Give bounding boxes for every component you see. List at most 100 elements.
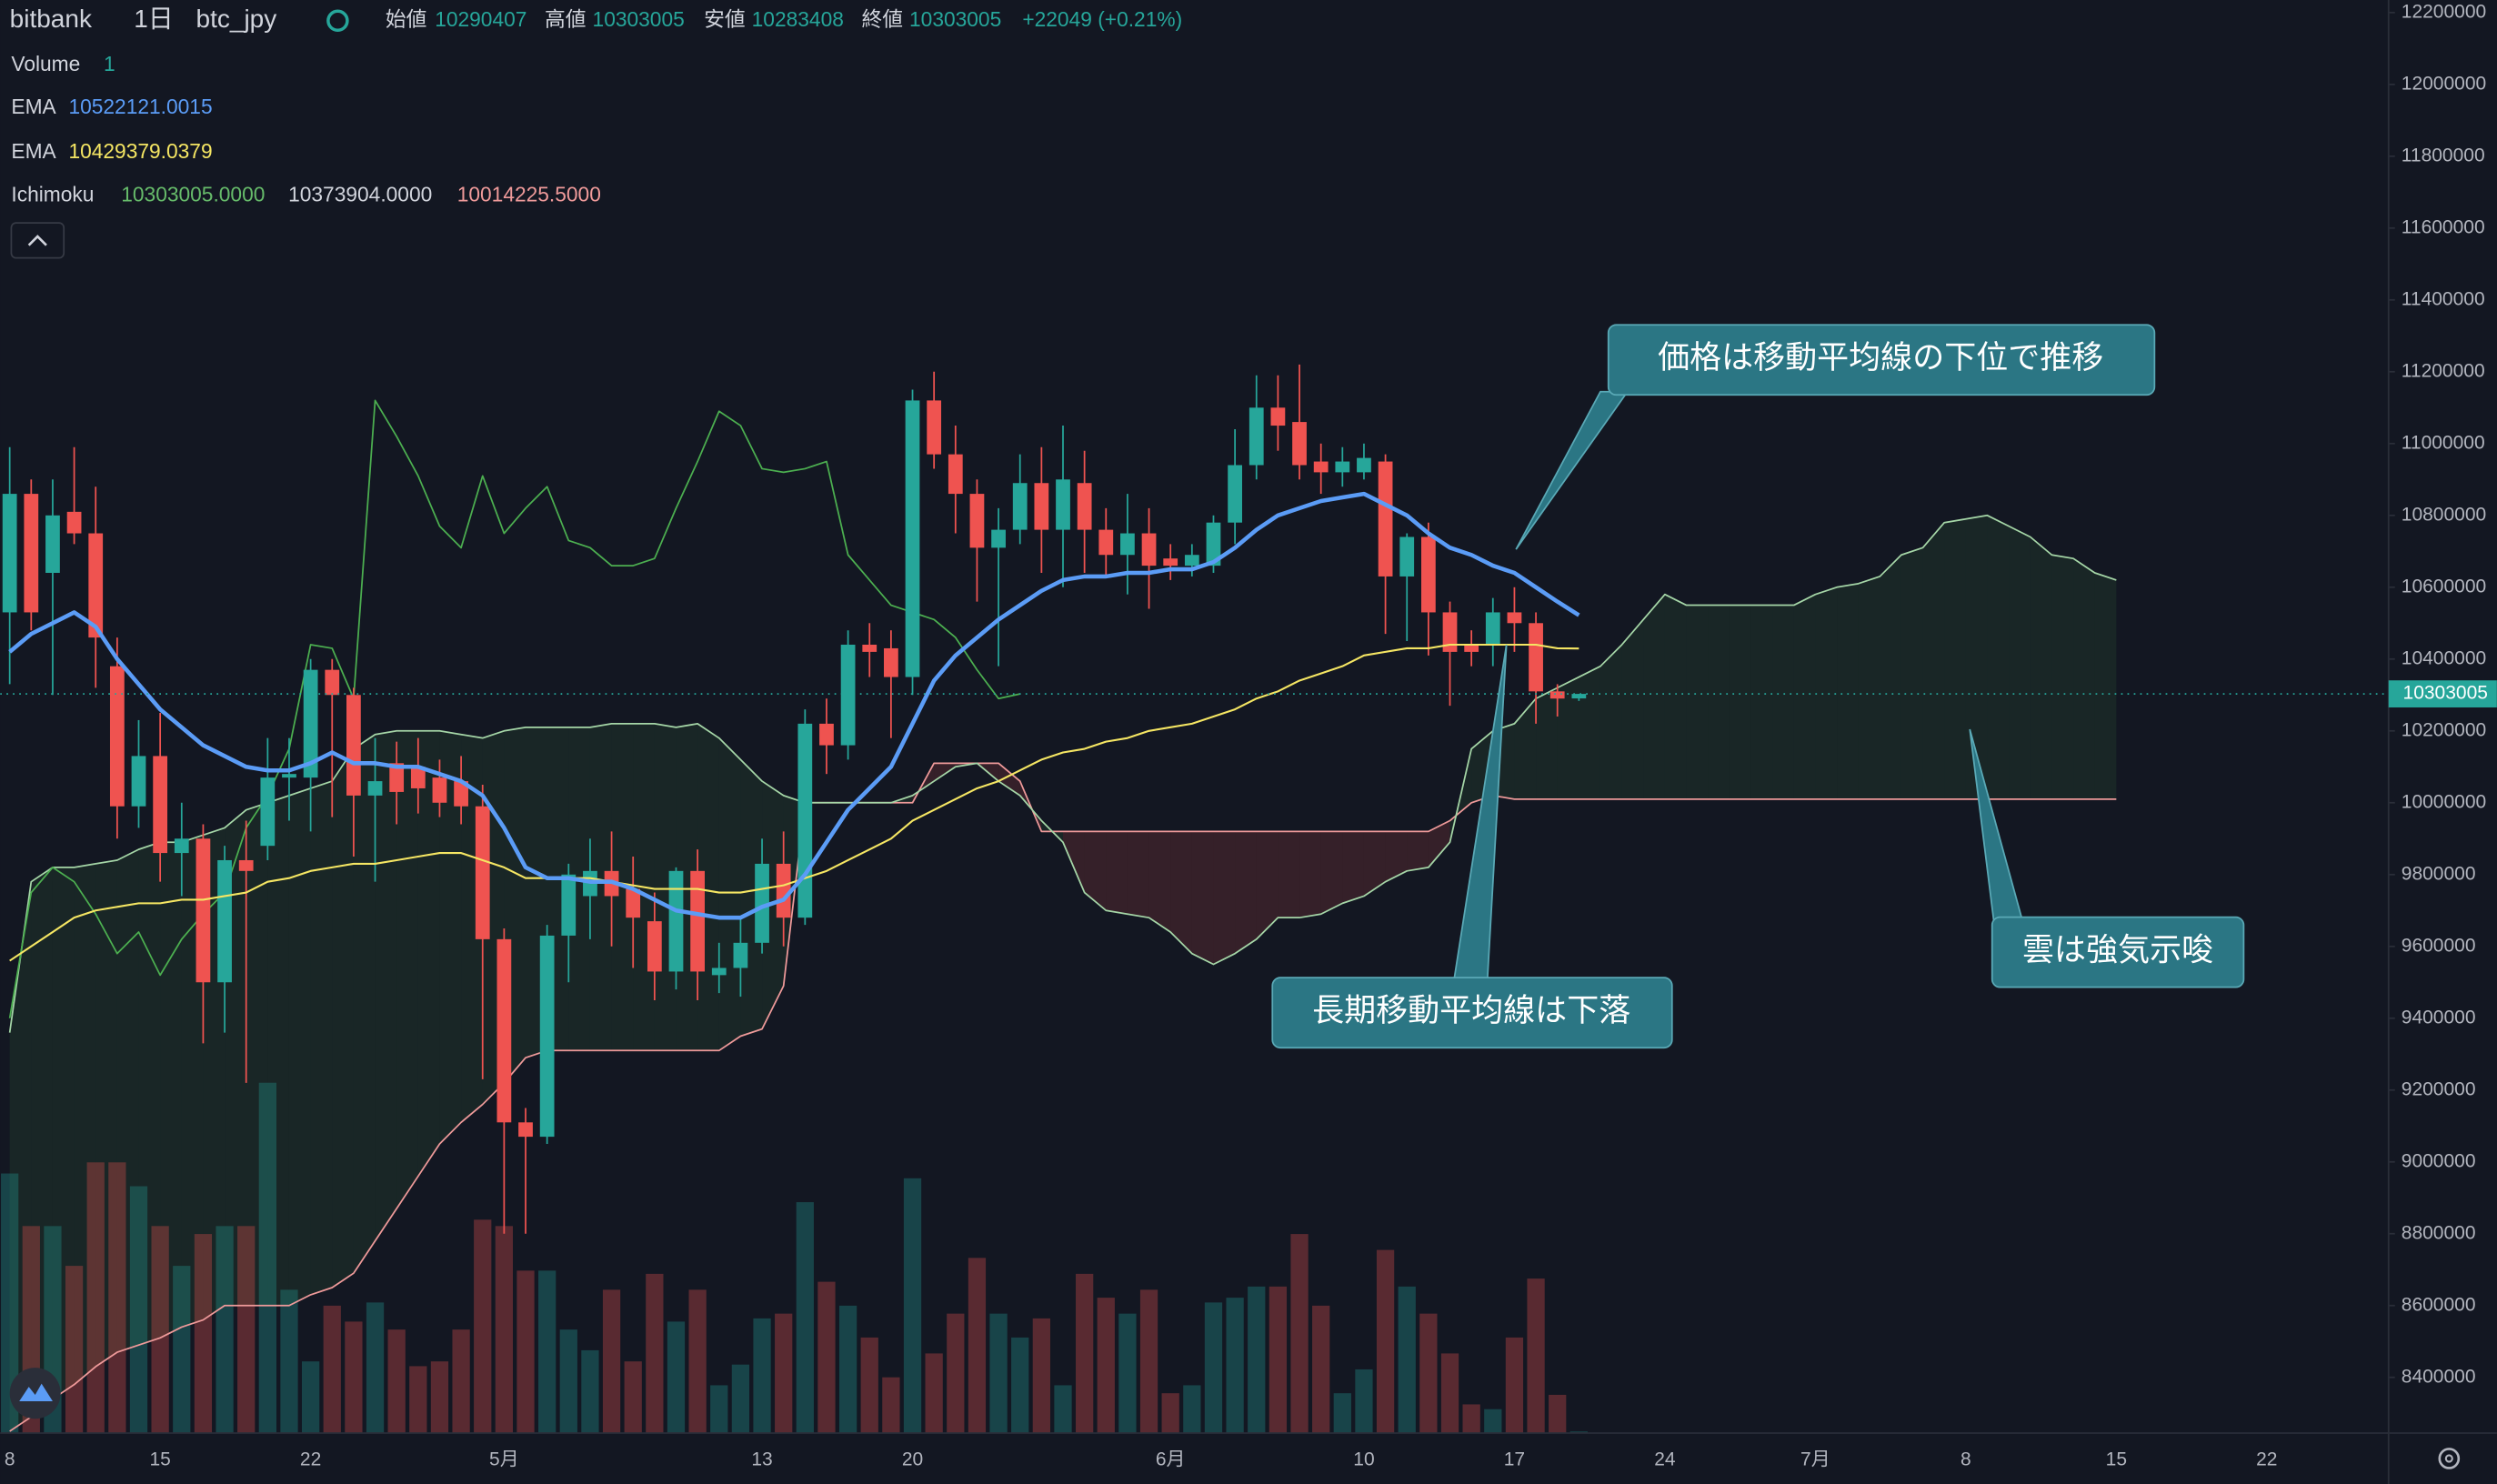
cloud-fill bbox=[1815, 587, 1838, 799]
x-tick-label: 22 bbox=[2256, 1449, 2277, 1469]
volume-bar bbox=[387, 1329, 406, 1433]
volume-bar bbox=[1097, 1298, 1115, 1433]
cloud-fill bbox=[396, 730, 418, 1209]
y-tick-label: 11400000 bbox=[2402, 288, 2485, 309]
cloud-fill bbox=[52, 867, 75, 1399]
candle-body bbox=[1357, 457, 1371, 473]
cloud-fill bbox=[1922, 522, 1945, 799]
candle-body bbox=[948, 454, 963, 495]
cloud-fill bbox=[1621, 619, 1644, 799]
cloud-fill bbox=[1148, 831, 1171, 932]
candle-body bbox=[1120, 533, 1135, 556]
legend-value: 10373904.0000 bbox=[288, 182, 432, 206]
button-frame[interactable] bbox=[10, 222, 65, 259]
y-tick-label: 9000000 bbox=[2402, 1150, 2476, 1171]
candle-body bbox=[668, 870, 684, 972]
legend-label[interactable]: Volume bbox=[11, 52, 80, 75]
indicator-line bbox=[9, 643, 1579, 962]
interval[interactable]: 1日 bbox=[134, 5, 174, 33]
cloud-fill bbox=[1965, 515, 1988, 799]
candle-body bbox=[496, 938, 512, 1123]
x-tick-label: 22 bbox=[300, 1449, 321, 1469]
cloud-fill bbox=[1858, 576, 1880, 799]
logo-mark bbox=[19, 1383, 53, 1401]
cloud-fill bbox=[1428, 820, 1450, 867]
legend-value: 10429379.0379 bbox=[68, 139, 212, 163]
callout-text: 価格は移動平均線の下位で推移 bbox=[1658, 340, 2103, 376]
volume-bar bbox=[151, 1226, 169, 1433]
y-tick-label: 9400000 bbox=[2402, 1007, 2476, 1028]
candle-body bbox=[217, 859, 232, 983]
candle-body bbox=[1206, 522, 1221, 567]
candle-body bbox=[24, 494, 39, 613]
y-tick-label: 12200000 bbox=[2402, 1, 2486, 22]
x-tick-label: 24 bbox=[1654, 1449, 1676, 1469]
volume-bar bbox=[925, 1353, 943, 1433]
x-tick-label: 15 bbox=[2106, 1449, 2127, 1469]
cloud-fill bbox=[718, 737, 741, 1051]
volume-bar bbox=[108, 1162, 126, 1433]
callout: 長期移動平均線は下落 bbox=[1271, 645, 1673, 1049]
volume-bar bbox=[775, 1313, 793, 1433]
cloud-fill bbox=[1084, 831, 1107, 911]
ohlc-value: 10303005 bbox=[593, 7, 685, 31]
volume-bar bbox=[581, 1349, 599, 1433]
volume-bar bbox=[731, 1364, 750, 1433]
cloud-fill bbox=[31, 867, 53, 1418]
candle-body bbox=[325, 669, 340, 696]
ohlc-value: 10303005 bbox=[909, 7, 1001, 31]
legend-label[interactable]: EMA bbox=[11, 95, 56, 118]
candle-body bbox=[1507, 612, 1522, 624]
settings-button[interactable] bbox=[2438, 1448, 2461, 1469]
volume-bar bbox=[710, 1385, 728, 1433]
candle-body bbox=[66, 511, 82, 534]
volume-bar bbox=[1, 1173, 19, 1433]
callout-text: 雲は強気示唆 bbox=[2022, 932, 2213, 968]
y-tick-label: 9600000 bbox=[2402, 935, 2476, 956]
cloud-fill bbox=[1708, 605, 1730, 799]
volume-bar bbox=[301, 1361, 320, 1433]
candle-body bbox=[1571, 694, 1587, 699]
volume-bar bbox=[1183, 1385, 1201, 1433]
y-tick-label: 11800000 bbox=[2402, 145, 2485, 165]
cloud-fill bbox=[138, 842, 161, 1346]
candle-body bbox=[174, 838, 189, 854]
candle-body bbox=[1012, 483, 1028, 530]
pair[interactable]: btc_jpy bbox=[196, 5, 277, 33]
candle-body bbox=[776, 863, 791, 918]
cloud-fill bbox=[1579, 666, 1600, 799]
candle-body bbox=[45, 515, 60, 573]
legend-label[interactable]: EMA bbox=[11, 139, 56, 163]
logo[interactable] bbox=[9, 1368, 61, 1419]
volume-bar bbox=[1118, 1313, 1137, 1433]
candle-body bbox=[1313, 461, 1329, 473]
volume-bar bbox=[947, 1313, 965, 1433]
candle-body bbox=[367, 781, 383, 796]
volume-bar bbox=[1226, 1298, 1244, 1433]
cloud-fill bbox=[1213, 831, 1236, 965]
x-tick-label: 15 bbox=[149, 1449, 170, 1469]
logo-circle[interactable] bbox=[9, 1368, 61, 1419]
gear-ring[interactable] bbox=[2438, 1448, 2461, 1469]
candle-body bbox=[88, 533, 104, 638]
candle-body bbox=[303, 669, 318, 778]
candle-body bbox=[905, 400, 920, 677]
collapse-button[interactable] bbox=[10, 222, 65, 259]
axes: 8400000 8600000 8800000 9000000 9200000 94000… bbox=[5, 1, 2497, 1469]
x-tick-label: 17 bbox=[1504, 1449, 1525, 1469]
legend-label[interactable]: Ichimoku bbox=[11, 182, 94, 206]
candle-body bbox=[647, 921, 662, 972]
change: +22049 (+0.21%) bbox=[1022, 7, 1182, 31]
legend-value: 10303005.0000 bbox=[121, 182, 265, 206]
volume-bar bbox=[323, 1305, 341, 1433]
cloud-fill bbox=[417, 730, 440, 1177]
cloud-fill bbox=[1750, 605, 1773, 799]
candle-body bbox=[1549, 691, 1565, 699]
volume-bar bbox=[1549, 1394, 1567, 1433]
volume-bar bbox=[624, 1361, 642, 1433]
candle-body bbox=[1184, 555, 1199, 567]
cloud-fill bbox=[1299, 831, 1321, 918]
cloud-fill bbox=[116, 849, 139, 1353]
indicator-line bbox=[8, 491, 1580, 920]
